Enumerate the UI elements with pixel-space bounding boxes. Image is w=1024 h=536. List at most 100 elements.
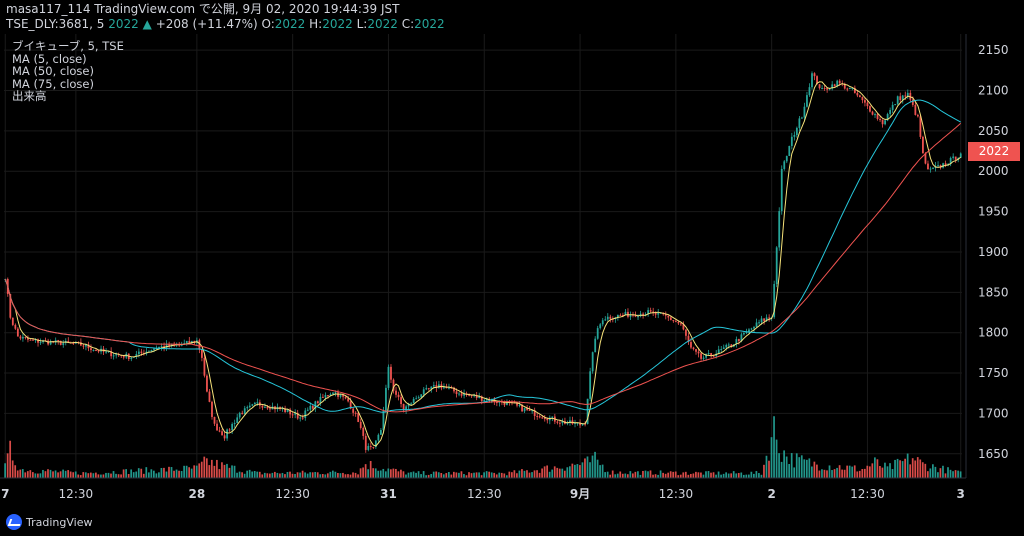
legend-symbol[interactable]: ブイキューブ, 5, TSE (12, 39, 124, 53)
candle-body (342, 394, 344, 397)
last-price-tag: 2022 (968, 142, 1020, 161)
y-tick-label: 2100 (978, 84, 1009, 98)
volume-bar (616, 473, 619, 478)
candle-body (760, 318, 763, 323)
candle-body (349, 401, 352, 409)
volume-bar (753, 473, 755, 478)
volume-bar (848, 465, 851, 478)
candle-body (231, 423, 234, 431)
volume-bar (311, 472, 314, 478)
volume-bar (546, 465, 549, 478)
candle-body (390, 366, 392, 380)
brand-footer[interactable]: TradingView (6, 514, 92, 530)
candle-body (795, 127, 798, 136)
candle-body (773, 284, 776, 318)
candle-body (382, 410, 385, 431)
volume-bar (122, 469, 125, 478)
candle-body (458, 393, 460, 395)
volume-bar (382, 468, 385, 478)
candle-body (480, 396, 483, 402)
legend-volume[interactable]: 出来高 (12, 89, 47, 103)
candle-body (848, 87, 851, 89)
candle-body (538, 416, 541, 418)
volume-bar (947, 467, 949, 478)
candle-body (201, 349, 203, 358)
volume-bar (316, 472, 319, 478)
x-tick-label: 2 (767, 487, 775, 501)
legend-ma5[interactable]: MA (5, close) (12, 51, 87, 66)
volume-bar (105, 472, 107, 478)
volume-bar (518, 470, 521, 478)
candle-body (57, 339, 60, 341)
volume-bar (69, 471, 72, 478)
volume-bar (337, 472, 339, 478)
volume-bar (485, 471, 488, 478)
volume-bar (932, 464, 934, 478)
candle-body (211, 401, 213, 417)
candle-body (213, 416, 216, 424)
volume-bar (916, 457, 919, 478)
volume-bar (178, 470, 180, 478)
candle-body (750, 328, 753, 330)
volume-bar (89, 472, 92, 478)
volume-bar (266, 473, 269, 478)
volume-bar (125, 469, 127, 478)
volume-bar (140, 468, 143, 478)
volume-bar (599, 465, 601, 478)
candle-body (90, 348, 92, 350)
candle-body (821, 87, 823, 89)
candle-body (692, 347, 695, 350)
candle-body (924, 153, 927, 164)
volume-bar (24, 472, 27, 478)
candle-body (347, 398, 350, 402)
legend-ma75[interactable]: MA (75, close) (12, 76, 94, 91)
indicator-legend: ブイキューブ, 5, TSE MA (5, close) MA (50, clo… (12, 40, 124, 103)
legend-ma50[interactable]: MA (50, close) (12, 64, 94, 78)
volume-bar (392, 468, 395, 478)
candle-body (14, 324, 17, 329)
low-label: L: (356, 17, 368, 31)
candle-body (591, 352, 594, 372)
candle-body (160, 346, 163, 348)
volume-bar (871, 463, 874, 478)
volume-bar (644, 470, 647, 478)
volume-bar (52, 471, 54, 478)
volume-bar (659, 470, 662, 478)
candle-body (140, 351, 143, 353)
volume-bar (241, 472, 243, 478)
candle-body (19, 336, 22, 339)
candle-body (110, 351, 113, 357)
volume-bar (26, 471, 29, 478)
candle-body (682, 324, 685, 330)
candle-body (922, 136, 924, 154)
candle-body (309, 405, 312, 410)
volume-bar (243, 473, 246, 478)
candle-body (876, 114, 879, 119)
volume-bar (632, 473, 634, 478)
volume-bar (677, 475, 680, 478)
candle-body (778, 211, 781, 248)
candle-body (687, 335, 690, 343)
candle-body (324, 395, 327, 398)
candle-body (67, 340, 70, 343)
volume-bar (896, 458, 899, 478)
volume-bar (846, 465, 849, 478)
candle-body (377, 434, 380, 441)
price-axis: 1650 1700 1750 1800 1850 1900 1950 2000 2050 2100… (965, 34, 1009, 478)
volume-bar (924, 463, 927, 478)
volume-bar (695, 471, 697, 478)
candle-body (79, 342, 82, 346)
candle-body (216, 423, 218, 431)
volume-bar (624, 473, 627, 478)
candle-body (379, 430, 382, 435)
candle-body (284, 408, 286, 413)
volume-bar (203, 456, 206, 478)
open-label: O: (261, 17, 275, 31)
volume-bar (790, 453, 793, 478)
candle-body (22, 336, 24, 339)
volume-bar (453, 471, 455, 478)
volume-bar (420, 474, 422, 478)
candle-body (634, 315, 637, 317)
candle-body (836, 80, 839, 87)
